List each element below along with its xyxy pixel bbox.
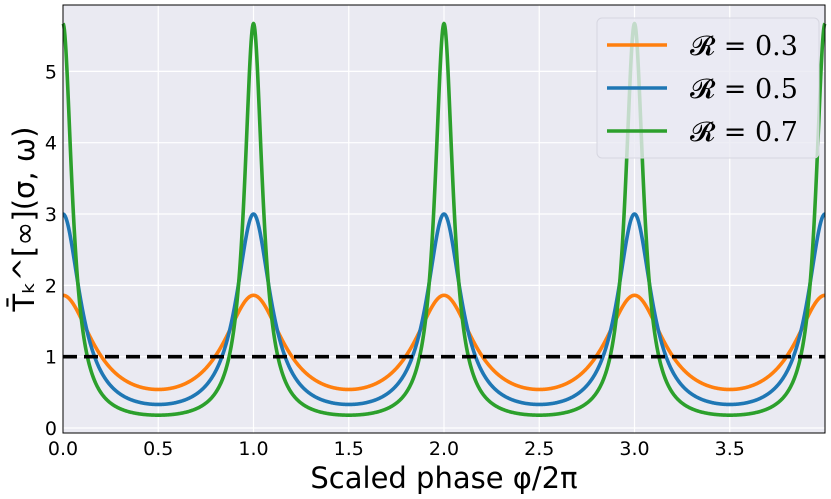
x-axis-label: Scaled phase φ/2π	[310, 461, 577, 495]
legend-label: 𝓡 = 0.5	[690, 74, 798, 105]
series-lines	[61, 21, 827, 417]
x-tick-label: 1.5	[334, 438, 364, 460]
x-tick-labels: 0.0 0.5 1.0 1.5 2.0 2.5 3.0 3.5	[48, 438, 745, 460]
y-axis-label: T̄ₖ^[∞](σ, ω)	[7, 127, 41, 313]
y-tick-label: 0	[45, 418, 57, 440]
x-tick-label: 2.5	[524, 438, 554, 460]
series-line	[61, 212, 827, 407]
y-tick-label: 4	[45, 133, 57, 155]
legend: 𝓡 = 0.3 𝓡 = 0.5 𝓡 = 0.7	[596, 17, 820, 159]
y-tick-labels: 0 1 2 3 4 5	[45, 61, 57, 440]
y-tick-label: 2	[45, 275, 57, 297]
legend-box	[596, 17, 820, 159]
y-tick-label: 3	[45, 204, 57, 226]
x-tick-label: 0.5	[143, 438, 173, 460]
series-line	[61, 21, 827, 417]
series-line	[61, 293, 827, 392]
y-tick-label: 1	[45, 347, 57, 369]
x-tick-label: 3.5	[715, 438, 745, 460]
x-tick-label: 1.0	[238, 438, 268, 460]
y-tick-label: 5	[45, 61, 57, 83]
legend-label: 𝓡 = 0.7	[690, 117, 798, 148]
x-tick-label: 2.0	[429, 438, 459, 460]
x-tick-label: 3.0	[619, 438, 649, 460]
x-tick-label: 0.0	[48, 438, 78, 460]
legend-label: 𝓡 = 0.3	[690, 31, 798, 62]
plot-frame	[62, 4, 826, 434]
